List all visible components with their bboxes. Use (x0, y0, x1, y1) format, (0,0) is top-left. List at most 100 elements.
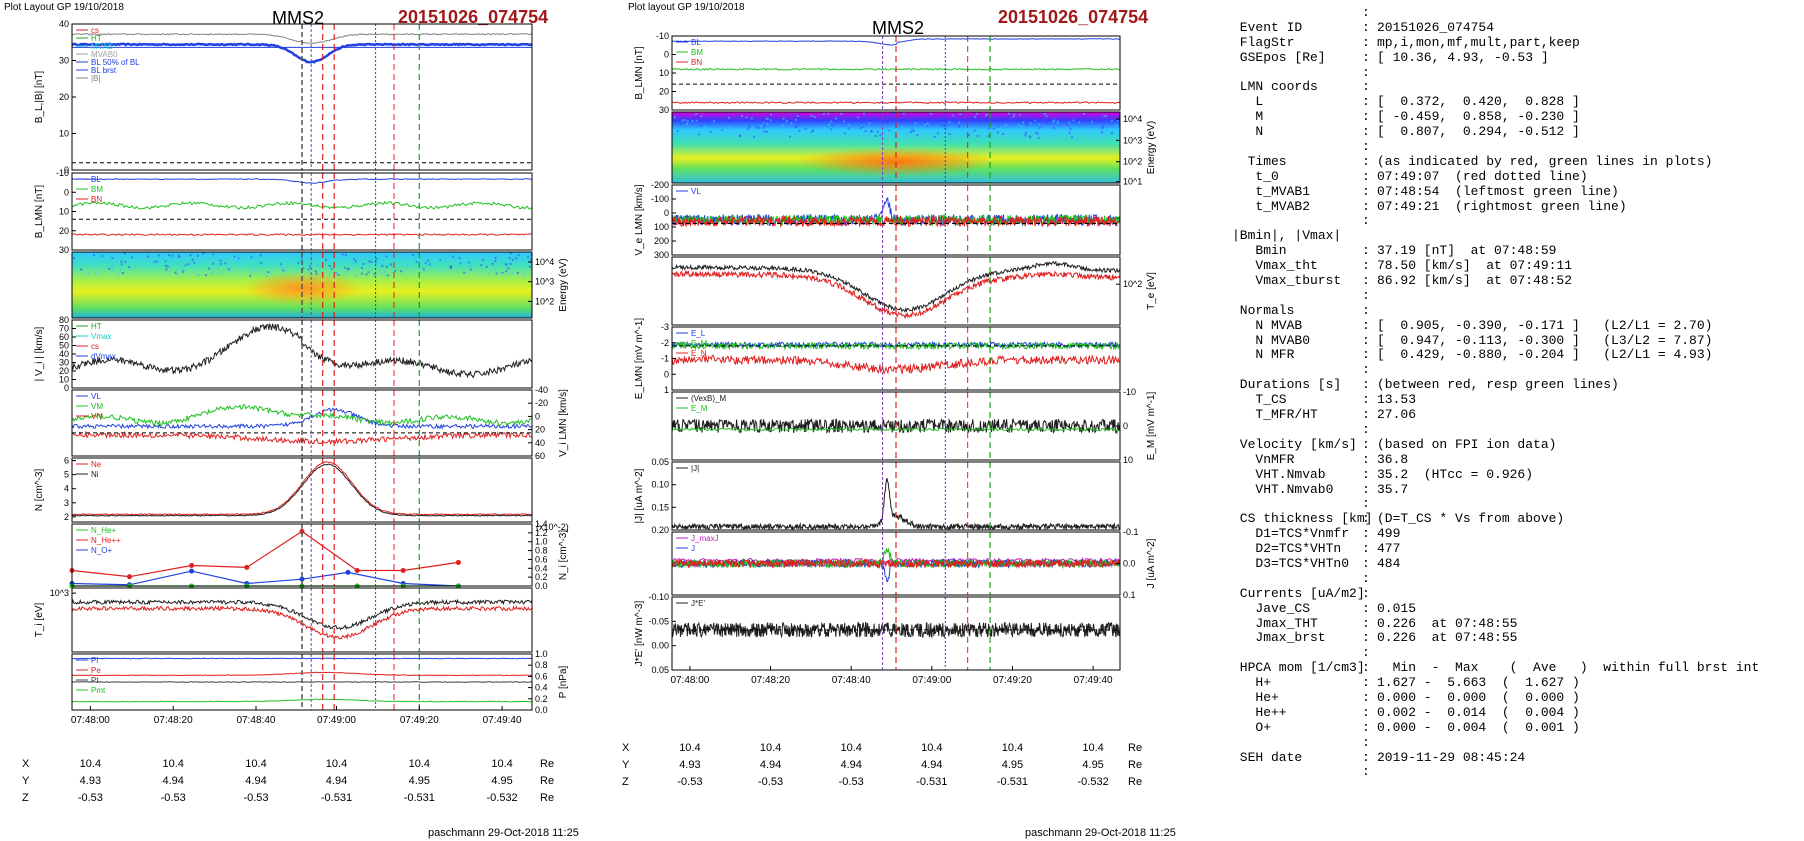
info-row: : (1232, 765, 1797, 780)
y-tick-label: 0 (664, 208, 669, 218)
y-tick-label: 0 (664, 369, 669, 379)
y-tick-label: 20 (659, 87, 669, 97)
y-tick-label: 20 (535, 425, 545, 435)
panel-9: 0.05 0.00 -0.05 -0.10J*E' [nW m^-3] J*E' (634, 592, 1121, 675)
info-colon: : (1362, 273, 1370, 289)
info-label: M (1255, 109, 1264, 125)
info-label: |Bmin|, |Vmax| (1232, 228, 1342, 244)
info-label: N MVAB0 (1255, 332, 1310, 348)
info-colon: : (1362, 347, 1370, 363)
info-value: 36.8 (1377, 451, 1409, 467)
info-colon: : (1362, 213, 1370, 229)
legend-entry: Pi (91, 656, 98, 665)
info-label: Event ID (1239, 19, 1303, 35)
x-tick-label: 07:48:20 (154, 715, 193, 726)
y-tick-label: 60 (59, 332, 69, 342)
series-NHepp (71, 530, 459, 578)
panel-frame (671, 111, 1121, 184)
info-colon: : (1362, 79, 1370, 95)
info-row: Times: (as indicated by red, green lines … (1232, 153, 1797, 170)
info-colon: : (1362, 645, 1370, 661)
left-layout-label: Plot Layout GP 19/10/2018 (4, 2, 124, 13)
info-row: N: [ 0.807, 0.294, -0.512 ] (1232, 124, 1797, 140)
y-tick-label: 300 (654, 250, 669, 260)
info-colon: : (1362, 734, 1370, 750)
y-tick-label: 10^1 (1123, 177, 1142, 187)
info-row: Velocity [km/s]: (based on FPI ion data) (1232, 436, 1797, 453)
legend-entry: VL (91, 392, 101, 401)
info-colon: : (1362, 243, 1370, 259)
series-BM (71, 200, 533, 210)
info-colon: : (1362, 183, 1370, 199)
info-row: VHT.Nmvab:35.2 (HTcc = 0.926) (1232, 466, 1797, 483)
y-tick-label: 10^3 (1123, 135, 1142, 145)
y-axis-label: B_LMN [nT] (634, 46, 645, 100)
info-row: N MVAB: [ 0.905, -0.390, -0.171 ] (L2/L1 … (1232, 318, 1797, 334)
y-tick-label: 30 (659, 105, 669, 115)
info-colon: : (1362, 287, 1370, 303)
info-label: Times (1239, 153, 1287, 169)
info-value: (as indicated by red, green lines in plo… (1377, 153, 1713, 169)
y-tick-label: 20 (59, 226, 69, 236)
point-NHepp (299, 528, 305, 534)
info-row: Jmax_THT:0.226 at 07:48:55 (1232, 615, 1797, 632)
info-value: 0.000 - 0.004 ( 0.001 ) (1377, 719, 1580, 735)
y-tick-label: 10^3 (535, 277, 554, 287)
info-colon: : (1362, 332, 1370, 348)
info-label: T_CS (1255, 392, 1287, 408)
info-value: 0.000 - 0.000 ( 0.000 ) (1377, 689, 1580, 705)
y-tick-label: 10 (59, 375, 69, 385)
info-colon: : (1362, 496, 1370, 512)
info-label: GSEpos [Re] (1239, 49, 1326, 65)
info-row: : (1232, 362, 1797, 378)
info-value: Min - Max ( Ave ) within full brst int (1377, 660, 1760, 676)
y-tick-label: 0.15 (651, 502, 669, 512)
legend-entry: HT (91, 322, 102, 331)
info-label: Jmax_THT (1255, 615, 1318, 631)
point-NOp (345, 569, 351, 575)
series-EMs (671, 427, 1121, 432)
y-axis-label: E_LMN [mV m^-1] (634, 318, 645, 400)
y-tick-label: 30 (59, 56, 69, 66)
y-tick-label: 10^2 (535, 297, 554, 307)
y-tick-label: 2 (64, 512, 69, 522)
y-tick-label: 0.4 (535, 563, 548, 573)
panel-frame (71, 653, 533, 711)
info-label: Velocity [km/s] (1239, 436, 1357, 452)
series-NOp (71, 570, 459, 587)
info-label: O+ (1255, 719, 1271, 735)
info-value: 0.002 - 0.014 ( 0.004 ) (1377, 704, 1580, 720)
info-label: t_0 (1255, 168, 1279, 184)
panel-frame (71, 587, 533, 653)
y-tick-label: 10^2 (1123, 157, 1142, 167)
y-axis-label: N [cm^-3] (34, 469, 45, 512)
y-tick-label: -10 (1123, 387, 1136, 397)
y-tick-label: 0 (1123, 421, 1128, 431)
info-colon: : (1362, 526, 1370, 542)
info-value: [ 10.36, 4.93, -0.53 ] (1377, 49, 1549, 65)
info-value: 35.2 (HTcc = 0.926) (1377, 466, 1534, 482)
info-label: L (1255, 94, 1264, 110)
y-tick-label: 10^3 (50, 588, 69, 598)
y-tick-label: 0.05 (651, 457, 669, 467)
info-row: : (1232, 496, 1797, 512)
legend-entry: MVAB (91, 42, 113, 51)
y-tick-label: 0 (64, 187, 69, 197)
info-label: He+ (1255, 689, 1279, 705)
info-row: : (1232, 422, 1797, 438)
info-colon: : (1362, 19, 1370, 35)
info-label: VHT.Nmvab0 (1255, 481, 1334, 497)
panel-4: 10^2 T_e [eV] (671, 256, 1157, 326)
info-row: : (1232, 734, 1797, 751)
info-row: t_MVAB1:07:48:54 (leftmost green line) (1232, 183, 1797, 200)
info-colon: : (1362, 615, 1370, 631)
legend-entry: BM (91, 185, 103, 194)
y-tick-label: 100 (654, 222, 669, 232)
y-tick-label: 10^4 (535, 257, 554, 267)
panel-8: 10^3 T_i [eV] (34, 587, 533, 653)
info-row: Vmax_tht:78.50 [km/s] at 07:49:11 (1232, 258, 1797, 274)
x-tick-label: 07:49:00 (912, 675, 951, 686)
y-axis-label: V_e LMN [km/s] (634, 184, 645, 255)
y-axis-label: J [uA m^-2] (1146, 538, 1157, 588)
